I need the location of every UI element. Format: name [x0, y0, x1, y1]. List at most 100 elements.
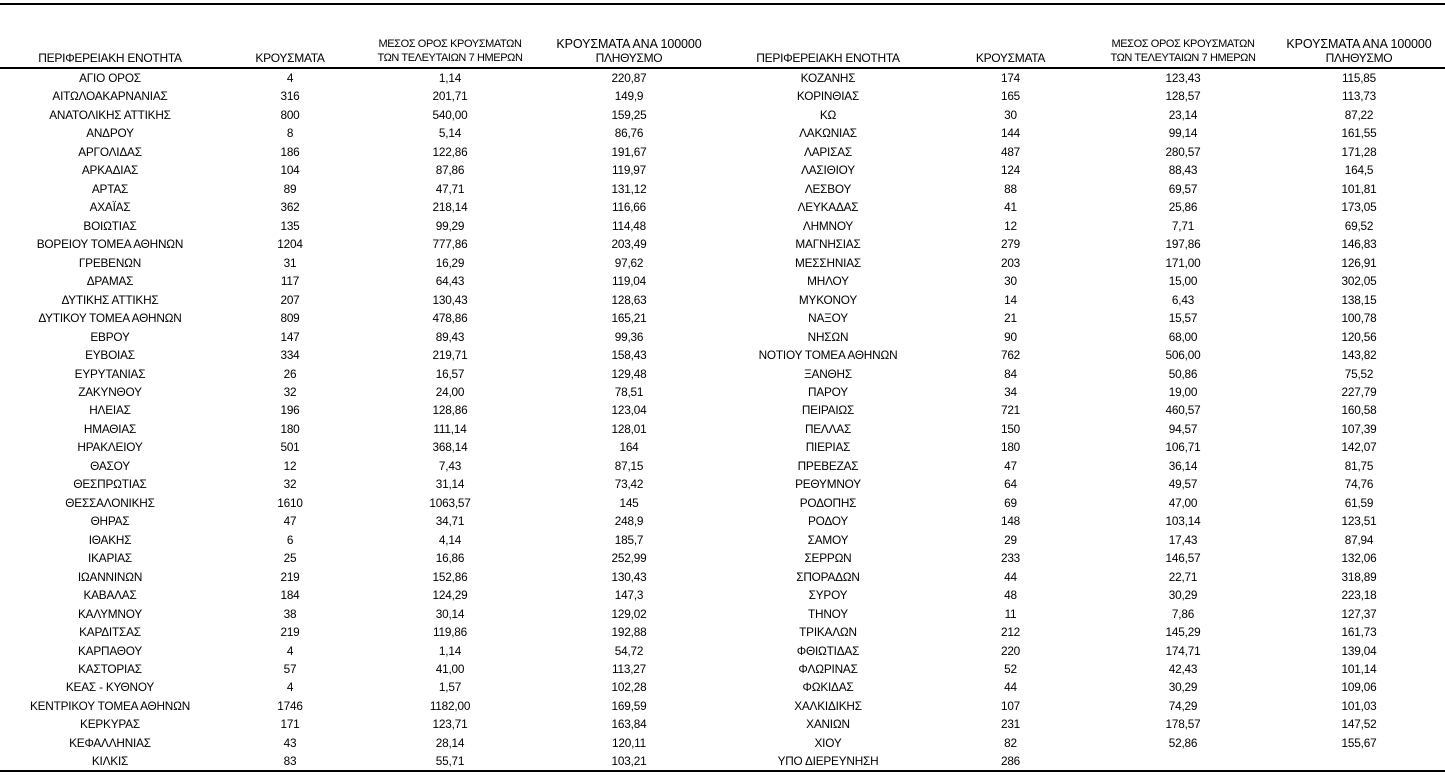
region-cell: ΑΡΓΟΛΙΔΑΣ — [78, 144, 142, 159]
avg7-cell: 99,29 — [435, 218, 465, 233]
per100k-cell: 169,59 — [611, 698, 647, 713]
region-cell: ΣΑΜΟΥ — [807, 532, 849, 547]
cases-cell: 48 — [1004, 588, 1017, 603]
region-cell: ΛΑΚΩΝΙΑΣ — [799, 126, 857, 141]
region-cell: ΚΙΛΚΙΣ — [91, 754, 129, 769]
per100k-cell: 161,55 — [1341, 126, 1377, 141]
avg7-cell: 178,57 — [1165, 717, 1201, 732]
region-cell: ΗΡΑΚΛΕΙΟΥ — [77, 440, 143, 455]
cases-cell: 180 — [280, 421, 300, 436]
region-cell: ΚΑΡΠΑΘΟΥ — [78, 643, 142, 658]
cases-cell: 203 — [1000, 255, 1021, 270]
region-cell: ΖΑΚΥΝΘΟΥ — [78, 384, 142, 399]
per100k-cell: 113,27 — [611, 662, 646, 676]
region-cell: ΠΕΛΛΑΣ — [804, 421, 852, 436]
cases-cell: 501 — [280, 440, 300, 455]
per100k-cell: 123,04 — [611, 403, 647, 418]
per100k-cell: 130,43 — [611, 569, 647, 584]
region-cell: ΡΟΔΟΠΗΣ — [799, 495, 857, 510]
per100k-cell: 173,05 — [1341, 200, 1377, 215]
region-cell: ΜΗΛΟΥ — [807, 274, 849, 289]
avg7-cell: 49,57 — [1168, 477, 1198, 492]
per100k-cell: 120,11 — [611, 735, 646, 750]
cases-cell: 809 — [280, 311, 300, 326]
avg7-cell: 15,57 — [1168, 311, 1198, 326]
per100k-cell: 99,36 — [614, 329, 644, 344]
cases-cell: 64 — [1004, 477, 1017, 492]
per100k-cell: 107,39 — [1341, 421, 1377, 436]
per100k-cell: 252,99 — [611, 551, 647, 566]
per100k-cell: 171,28 — [1341, 144, 1377, 159]
avg7-cell: 16,57 — [435, 366, 465, 381]
header-rule — [0, 67, 1445, 69]
region-cell: ΙΘΑΚΗΣ — [88, 532, 132, 547]
avg7-cell: 28,14 — [435, 735, 465, 750]
region-cell: ΔΥΤΙΚΟΥ ΤΟΜΕΑ ΑΘΗΝΩΝ — [38, 311, 182, 326]
cases-cell: 41 — [1004, 200, 1017, 215]
avg7-cell: 42,43 — [1168, 662, 1198, 676]
per100k-cell: 119,97 — [611, 163, 646, 178]
avg7-cell: 4,14 — [438, 532, 462, 547]
region-cell: ΚΕΦΑΛΛΗΝΙΑΣ — [69, 735, 151, 750]
region-cell: ΛΕΥΚΑΔΑΣ — [797, 200, 859, 215]
region-cell: ΝΑΞΟΥ — [808, 311, 848, 326]
per100k-cell: 191,67 — [611, 144, 647, 159]
per100k-cell: 146,83 — [1341, 237, 1377, 252]
avg7-cell: 460,57 — [1165, 403, 1201, 418]
column-header-per100k-line1: ΚΡΟΥΣΜΑΤΑ ΑΝΑ 100000 — [1286, 37, 1432, 51]
avg7-cell: 68,00 — [1168, 329, 1198, 344]
avg7-cell: 1,14 — [438, 643, 462, 658]
avg7-cell: 1,57 — [438, 680, 462, 695]
cases-cell: 69 — [1004, 495, 1017, 510]
per100k-cell: 128,63 — [611, 292, 647, 307]
avg7-cell: 15,00 — [1168, 274, 1198, 289]
region-cell: ΜΕΣΣΗΝΙΑΣ — [795, 255, 861, 270]
region-cell: ΧΙΟΥ — [814, 735, 842, 750]
column-header-avg7-line2: ΤΩΝ ΤΕΛΕΥΤΑΙΩΝ 7 ΗΜΕΡΩΝ — [1110, 51, 1256, 64]
cases-cell: 8 — [286, 126, 294, 141]
avg7-cell: 119,86 — [432, 625, 467, 640]
region-cell: ΠΙΕΡΙΑΣ — [805, 440, 851, 455]
per100k-cell: 103,21 — [611, 754, 647, 769]
per100k-cell: 248,9 — [614, 514, 644, 529]
per100k-cell: 220,87 — [611, 71, 647, 85]
per100k-cell: 116,66 — [611, 200, 646, 215]
avg7-cell: 36,14 — [1168, 458, 1198, 473]
region-cell: ΗΛΕΙΑΣ — [89, 403, 131, 418]
per100k-cell: 139,04 — [1341, 643, 1377, 658]
cases-cell: 135 — [280, 218, 300, 233]
per100k-cell: 100,78 — [1341, 311, 1377, 326]
region-cell: ΚΑΡΔΙΤΣΑΣ — [79, 625, 141, 640]
region-cell: ΝΗΣΩΝ — [807, 329, 849, 344]
region-cell: ΧΑΝΙΩΝ — [806, 717, 850, 732]
column-header-region: ΠΕΡΙΦΕΡΕΙΑΚΗ ΕΝΟΤΗΤΑ — [38, 50, 182, 65]
avg7-cell: 7,43 — [438, 458, 462, 473]
column-header-per100k: ΚΡΟΥΣΜΑΤΑ ΑΝΑ 100000 ΠΛΗΘΥΣΜΟ — [1273, 37, 1445, 67]
region-cell: ΛΑΣΙΘΙΟΥ — [801, 163, 855, 178]
table-body-left: ΑΓΙΟ ΟΡΟΣ 4 1,14 220,87 ΑΙΤΩΛΟΑΚΑΡΝΑΝΙΑΣ 316 2… — [0, 69, 728, 771]
cases-cell: 212 — [1000, 625, 1021, 640]
cases-cell: 174 — [1000, 71, 1021, 85]
cases-cell: 47 — [283, 514, 297, 529]
column-header-cases: ΚΡΟΥΣΜΑΤΑ — [975, 50, 1046, 65]
avg7-cell: 540,00 — [432, 107, 468, 122]
per100k-cell: 161,73 — [1341, 625, 1377, 640]
avg7-cell: 152,86 — [432, 569, 468, 584]
avg7-cell: 1063,57 — [429, 495, 471, 510]
per100k-cell: 120,56 — [1341, 329, 1377, 344]
region-cell: ΡΕΘΥΜΝΟΥ — [795, 477, 861, 492]
per100k-cell: 75,52 — [1344, 366, 1374, 381]
region-cell: ΑΡΤΑΣ — [91, 181, 129, 196]
region-cell: ΚΕΝΤΡΙΚΟΥ ΤΟΜΕΑ ΑΘΗΝΩΝ — [29, 698, 191, 713]
region-cell: ΛΗΜΝΟΥ — [802, 218, 854, 233]
cases-cell: 148 — [1000, 514, 1021, 529]
cases-cell: 38 — [283, 606, 297, 621]
cases-cell: 1746 — [277, 698, 303, 713]
cases-cell: 233 — [1000, 551, 1021, 566]
cases-cell: 52 — [1004, 662, 1017, 676]
column-header-cases: ΚΡΟΥΣΜΑΤΑ — [255, 50, 325, 65]
column-header-avg7-line1: ΜΕΣΟΣ ΟΡΟΣ ΚΡΟΥΣΜΑΤΩΝ — [378, 38, 522, 50]
per100k-cell: 114,48 — [611, 218, 646, 233]
region-cell: ΚΑΛΥΜΝΟΥ — [77, 606, 143, 621]
region-cell: ΙΩΑΝΝΙΝΩΝ — [77, 569, 143, 584]
